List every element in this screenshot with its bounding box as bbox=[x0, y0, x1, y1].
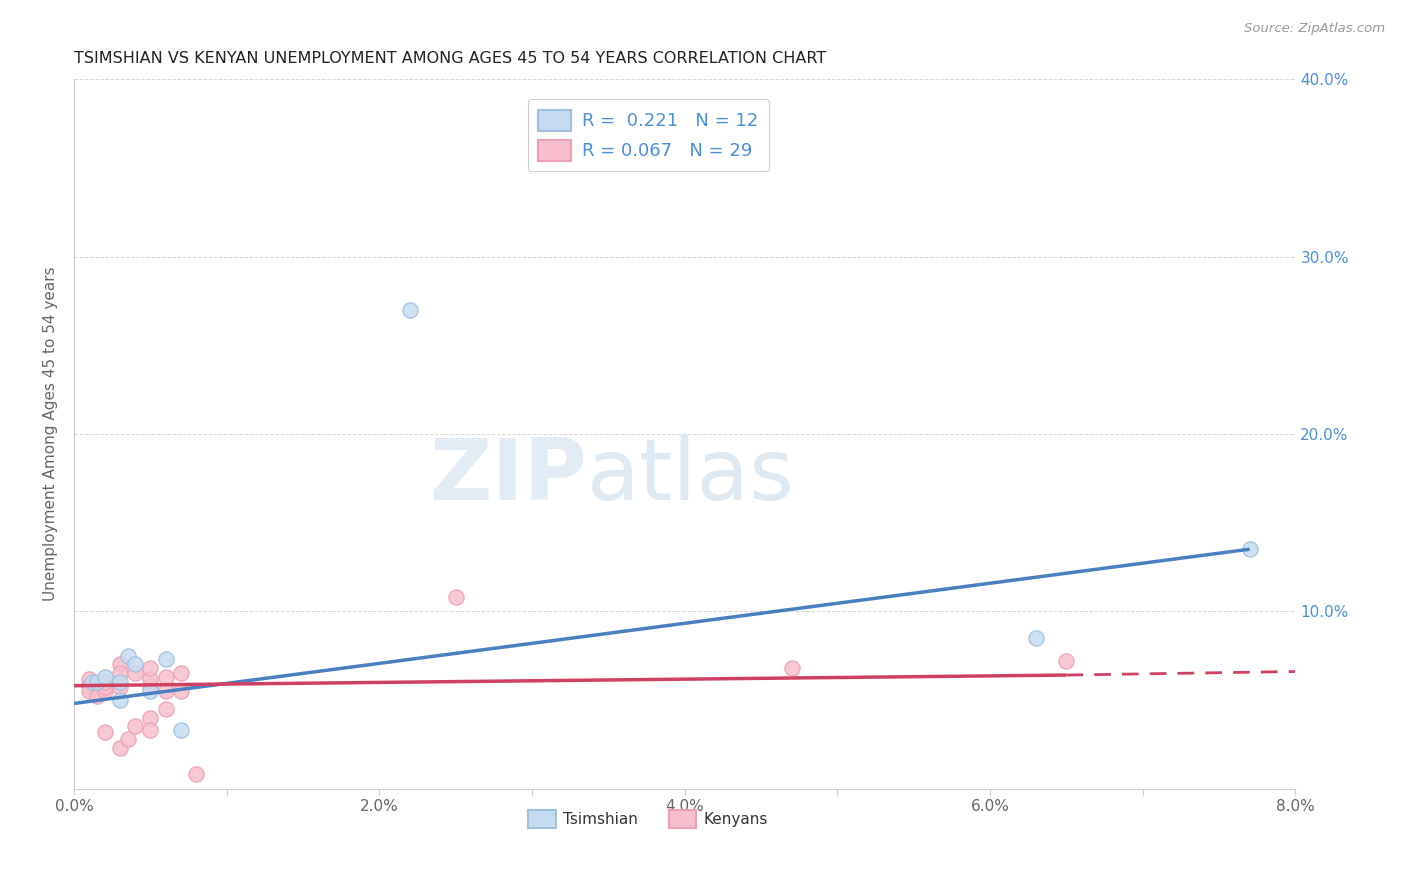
Point bbox=[139, 661, 162, 675]
Point bbox=[108, 681, 131, 695]
Text: ZIP: ZIP bbox=[429, 435, 588, 518]
Point bbox=[155, 684, 177, 698]
Y-axis label: Unemployment Among Ages 45 to 54 years: Unemployment Among Ages 45 to 54 years bbox=[44, 267, 58, 601]
Point bbox=[93, 670, 115, 684]
Point bbox=[79, 684, 101, 698]
Point bbox=[93, 675, 115, 690]
Point bbox=[780, 661, 803, 675]
Point bbox=[139, 672, 162, 686]
Point bbox=[1056, 654, 1078, 668]
Text: atlas: atlas bbox=[588, 435, 794, 518]
Point bbox=[82, 675, 104, 690]
Point bbox=[124, 657, 146, 672]
Point bbox=[108, 693, 131, 707]
Point bbox=[155, 670, 177, 684]
Point bbox=[170, 666, 193, 681]
Point bbox=[117, 731, 139, 746]
Point bbox=[399, 302, 422, 317]
Point bbox=[86, 690, 108, 704]
Text: TSIMSHIAN VS KENYAN UNEMPLOYMENT AMONG AGES 45 TO 54 YEARS CORRELATION CHART: TSIMSHIAN VS KENYAN UNEMPLOYMENT AMONG A… bbox=[75, 51, 827, 66]
Point bbox=[139, 679, 162, 693]
Point bbox=[155, 652, 177, 666]
Point bbox=[139, 684, 162, 698]
Point bbox=[155, 702, 177, 716]
Point bbox=[444, 590, 467, 604]
Point bbox=[79, 672, 101, 686]
Point bbox=[170, 684, 193, 698]
Legend: Tsimshian, Kenyans: Tsimshian, Kenyans bbox=[522, 805, 775, 834]
Point bbox=[93, 724, 115, 739]
Point bbox=[124, 666, 146, 681]
Point bbox=[79, 679, 101, 693]
Point bbox=[186, 767, 208, 781]
Point bbox=[108, 657, 131, 672]
Point bbox=[93, 684, 115, 698]
Point bbox=[86, 675, 108, 690]
Point bbox=[108, 740, 131, 755]
Point bbox=[139, 710, 162, 724]
Point bbox=[1239, 542, 1261, 557]
Point bbox=[1025, 631, 1047, 645]
Point bbox=[108, 666, 131, 681]
Point bbox=[108, 675, 131, 690]
Point bbox=[124, 719, 146, 733]
Text: Source: ZipAtlas.com: Source: ZipAtlas.com bbox=[1244, 22, 1385, 36]
Point bbox=[93, 681, 115, 695]
Point bbox=[139, 723, 162, 737]
Point bbox=[117, 648, 139, 663]
Point bbox=[170, 723, 193, 737]
